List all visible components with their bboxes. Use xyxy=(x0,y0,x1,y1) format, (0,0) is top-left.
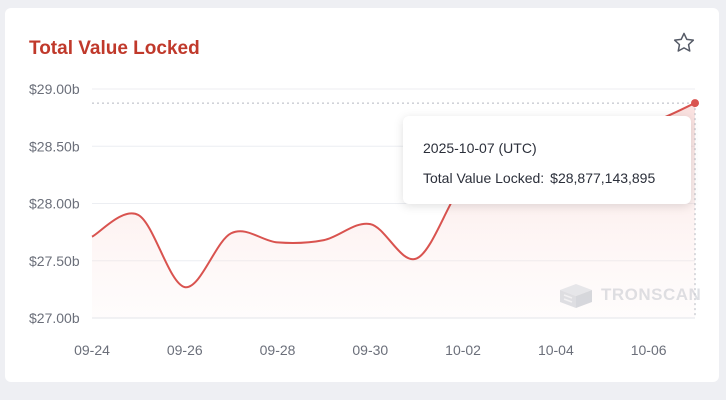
highlight-point xyxy=(691,99,699,108)
y-tick-label: $28.00b xyxy=(29,196,80,212)
y-tick-label: $28.50b xyxy=(29,138,80,154)
x-tick-label: 10-04 xyxy=(538,342,574,358)
chart-card: Total Value Locked $27.00b $27.50b $28.00b… xyxy=(5,8,719,382)
x-tick-label: 09-28 xyxy=(260,342,296,358)
x-tick-label: 10-02 xyxy=(445,342,481,358)
watermark: TRONSCAN xyxy=(557,280,701,310)
chart-tooltip: 2025-10-07 (UTC) Total Value Locked: $28,… xyxy=(403,116,691,204)
tooltip-label: Total Value Locked: xyxy=(423,170,545,186)
tooltip-value: $28,877,143,895 xyxy=(550,170,656,186)
x-tick-label: 09-30 xyxy=(352,342,388,358)
y-tick-label: $27.50b xyxy=(29,253,80,269)
x-tick-label: 10-06 xyxy=(631,342,667,358)
tooltip-row: Total Value Locked: $28,877,143,895 xyxy=(423,170,655,186)
tronscan-logo-icon xyxy=(560,284,592,308)
watermark-text: TRONSCAN xyxy=(601,285,702,304)
x-tick-label: 09-26 xyxy=(167,342,203,358)
star-icon[interactable] xyxy=(671,30,697,56)
tooltip-date: 2025-10-07 (UTC) xyxy=(423,140,537,156)
y-tick-label: $29.00b xyxy=(29,81,80,97)
x-tick-label: 09-24 xyxy=(74,342,110,358)
y-tick-label: $27.00b xyxy=(29,310,80,326)
chart-title: Total Value Locked xyxy=(29,38,200,59)
